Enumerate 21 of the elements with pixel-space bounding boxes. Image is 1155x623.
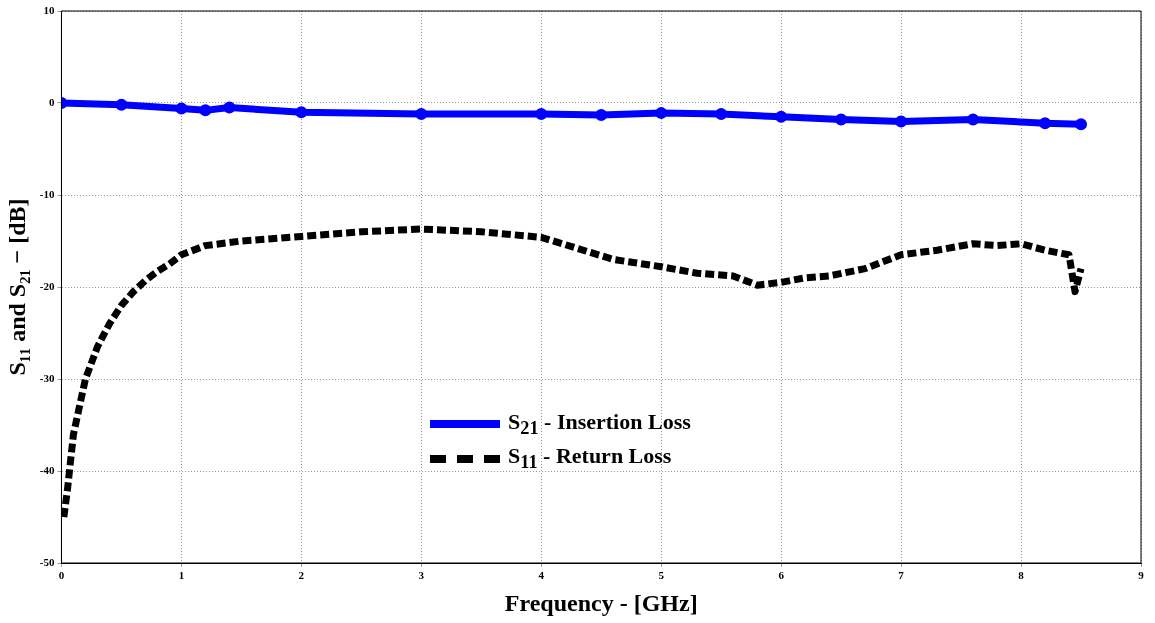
x-tick-label: 3 <box>418 569 425 582</box>
x-tick-label: 1 <box>178 569 185 582</box>
x-tick-label: 4 <box>538 569 545 582</box>
y-tick-label: -20 <box>39 279 55 292</box>
legend-label: S$_{21}$ - Insertion Loss <box>508 409 691 440</box>
y-tick-label: 0 <box>48 95 55 108</box>
y-tick-label: -30 <box>39 371 55 384</box>
x-tick-label: 2 <box>298 569 305 582</box>
legend-label: S$_{11}$ - Return Loss <box>508 443 672 474</box>
y-tick-label: -50 <box>39 555 55 568</box>
x-axis-title: Frequency - [GHz] <box>504 589 698 616</box>
x-tick-label: 5 <box>658 569 665 582</box>
x-tick-label: 7 <box>898 569 905 582</box>
x-tick-label: 0 <box>58 569 65 582</box>
x-tick-label: 6 <box>778 569 785 582</box>
x-tick-label: 8 <box>1018 569 1025 582</box>
x-tick-label: 9 <box>1138 569 1145 582</box>
y-tick-label: 10 <box>43 3 55 16</box>
y-tick-label: -40 <box>39 463 55 476</box>
y-tick-label: -10 <box>39 187 55 200</box>
y-axis-title: S₁₁ and S₂₁ − [dB] <box>3 198 30 376</box>
